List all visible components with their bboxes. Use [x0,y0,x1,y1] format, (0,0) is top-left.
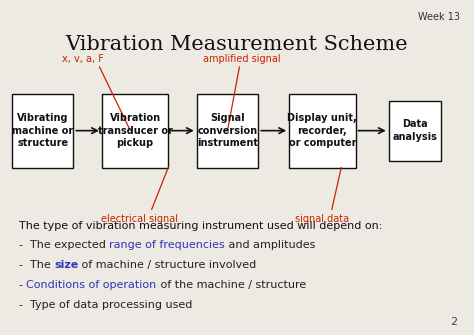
Text: amplified signal: amplified signal [203,54,281,64]
FancyBboxPatch shape [289,94,356,168]
Text: of machine / structure involved: of machine / structure involved [79,260,257,270]
Text: range of frequencies: range of frequencies [109,240,225,250]
Text: Display unit,
recorder,
or computer: Display unit, recorder, or computer [287,113,357,148]
Text: Week 13: Week 13 [418,12,460,22]
Text: of the machine / structure: of the machine / structure [157,280,306,290]
FancyBboxPatch shape [102,94,168,168]
Text: -  The expected: - The expected [19,240,109,250]
Text: Signal
conversion
instrument: Signal conversion instrument [197,113,258,148]
FancyBboxPatch shape [389,100,441,161]
Text: signal data: signal data [295,214,349,224]
Text: and amplitudes: and amplitudes [225,240,316,250]
Text: Conditions of operation: Conditions of operation [27,280,157,290]
Text: x, v, a, F: x, v, a, F [62,54,104,64]
Text: size: size [54,260,79,270]
Text: Vibration Measurement Scheme: Vibration Measurement Scheme [66,35,408,54]
Text: -  The: - The [19,260,54,270]
Text: The type of vibration measuring instrument used will depend on:: The type of vibration measuring instrume… [19,221,383,231]
Text: -  Type of data processing used: - Type of data processing used [19,300,192,310]
Text: 2: 2 [450,317,457,327]
Text: Vibration
transducer or
pickup: Vibration transducer or pickup [98,113,173,148]
Text: electrical signal: electrical signal [101,214,178,224]
FancyBboxPatch shape [197,94,258,168]
Text: Vibrating
machine or
structure: Vibrating machine or structure [12,113,73,148]
FancyBboxPatch shape [12,94,73,168]
Text: -: - [19,280,27,290]
Text: Data
analysis: Data analysis [392,120,437,142]
